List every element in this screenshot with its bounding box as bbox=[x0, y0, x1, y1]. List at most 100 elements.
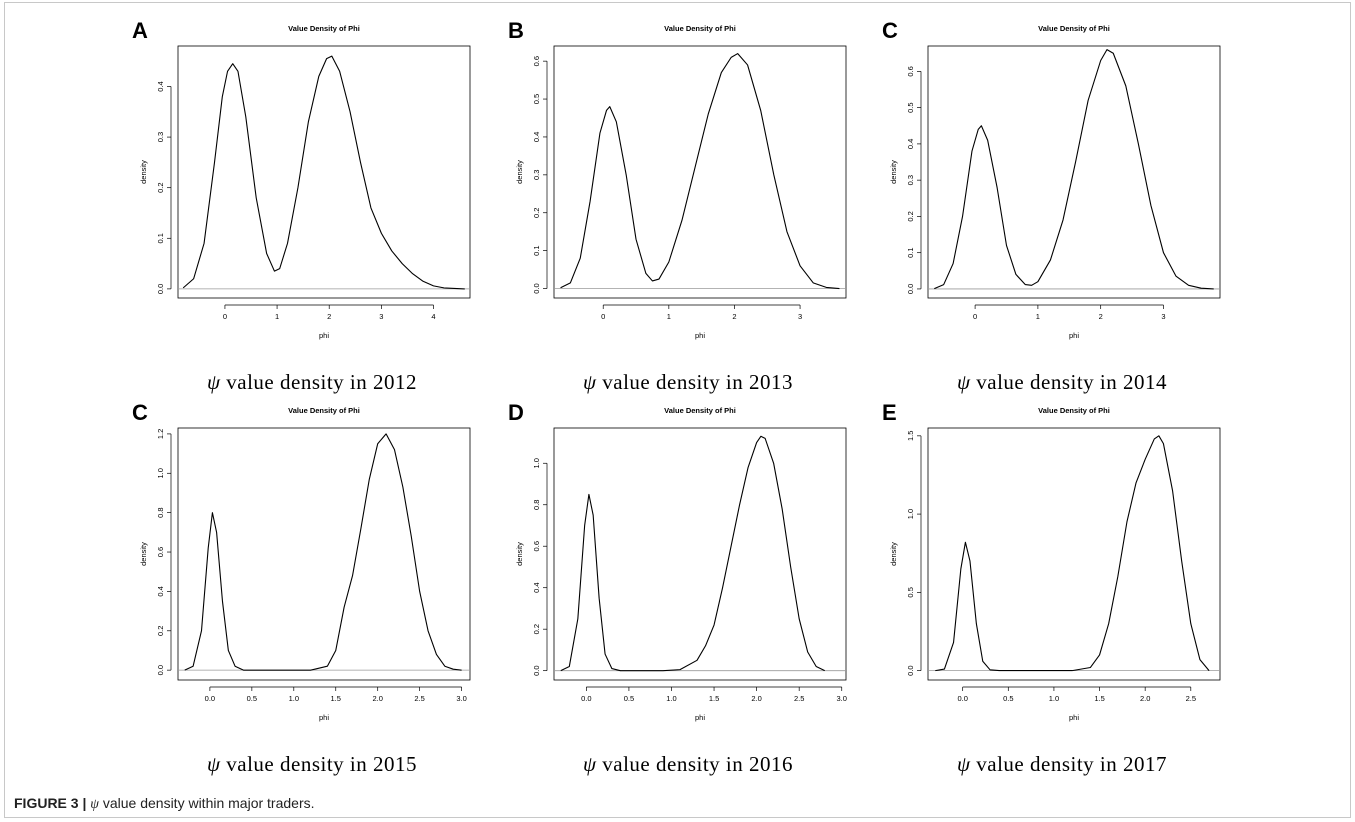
chart-panel-1: A Value Density of Phi 0 1 2 3 4 0.0 0.1 0.2 0.3 0.… bbox=[132, 18, 492, 394]
x-axis-label: phi bbox=[319, 331, 329, 340]
x-axis-label: phi bbox=[1069, 713, 1079, 722]
x-tick-label: 0.5 bbox=[247, 694, 257, 703]
chart-panel-2: B Value Density of Phi 0 1 2 3 0.0 0.1 0.2 0.3 0.4… bbox=[508, 18, 868, 394]
panel-caption-symbol: ψ bbox=[582, 752, 597, 776]
panel-caption: ψ value density in 2017 bbox=[882, 752, 1242, 777]
y-tick-label: 0.3 bbox=[532, 170, 541, 180]
panel-letter: D bbox=[508, 400, 524, 425]
plot-box bbox=[927, 45, 1221, 299]
density-plot: Value Density of Phi 0.0 0.5 1.0 1.5 2.0 2.5 0.… bbox=[889, 406, 1221, 722]
x-axis-label: phi bbox=[1069, 331, 1079, 340]
y-tick-label: 0.6 bbox=[532, 541, 541, 551]
x-axis-label: phi bbox=[695, 713, 705, 722]
y-tick-label: 0.6 bbox=[532, 56, 541, 66]
plot-box bbox=[553, 45, 847, 299]
panel-caption-symbol: ψ bbox=[956, 370, 971, 394]
figure-caption-text: value density within major traders. bbox=[102, 795, 315, 811]
panel-letter: B bbox=[508, 18, 524, 43]
y-tick-label: 0.4 bbox=[532, 132, 541, 142]
x-tick-label: 0 bbox=[973, 312, 977, 321]
plot-title: Value Density of Phi bbox=[1038, 24, 1110, 33]
plot-box bbox=[553, 427, 847, 681]
chart-panel-6: E Value Density of Phi 0.0 0.5 1.0 1.5 2.0 2.5 0… bbox=[882, 400, 1242, 776]
panel-caption-text: value density in 2016 bbox=[602, 752, 794, 776]
y-tick-label: 0.2 bbox=[906, 211, 915, 221]
panel-caption-text: value density in 2017 bbox=[976, 752, 1168, 776]
x-tick-label: 0.5 bbox=[624, 694, 634, 703]
panel-caption: ψ value density in 2013 bbox=[508, 370, 868, 395]
density-plot: Value Density of Phi 0.0 0.5 1.0 1.5 2.0 2.5 3.… bbox=[515, 406, 847, 722]
y-tick-label: 0.3 bbox=[906, 175, 915, 185]
x-tick-label: 2.0 bbox=[1140, 694, 1150, 703]
x-tick-label: 2.5 bbox=[1186, 694, 1196, 703]
x-tick-label: 2.5 bbox=[794, 694, 804, 703]
x-tick-label: 3.0 bbox=[837, 694, 847, 703]
y-tick-label: 0.0 bbox=[906, 665, 915, 675]
x-tick-label: 1 bbox=[1036, 312, 1040, 321]
y-tick-label: 0.0 bbox=[906, 284, 915, 294]
y-tick-label: 0.8 bbox=[532, 500, 541, 510]
panel-caption: ψ value density in 2015 bbox=[132, 752, 492, 777]
plot-title: Value Density of Phi bbox=[1038, 406, 1110, 415]
x-tick-label: 1.5 bbox=[331, 694, 341, 703]
chart-panel-3: C Value Density of Phi 0 1 2 3 0.0 0.1 0.2 0.3 0.4… bbox=[882, 18, 1242, 394]
plot-box bbox=[177, 427, 471, 681]
x-tick-label: 3 bbox=[798, 312, 802, 321]
y-tick-label: 1.0 bbox=[906, 509, 915, 519]
x-tick-label: 1.0 bbox=[289, 694, 299, 703]
y-axis-label: density bbox=[515, 542, 524, 566]
panel-caption: ψ value density in 2016 bbox=[508, 752, 868, 777]
x-tick-label: 3 bbox=[1161, 312, 1165, 321]
y-tick-label: 0.2 bbox=[532, 624, 541, 634]
y-tick-label: 1.0 bbox=[532, 458, 541, 468]
panel-caption-text: value density in 2015 bbox=[226, 752, 418, 776]
y-tick-label: 0.8 bbox=[156, 507, 165, 517]
y-axis-label: density bbox=[139, 542, 148, 566]
plot-title: Value Density of Phi bbox=[664, 406, 736, 415]
y-tick-label: 0.1 bbox=[906, 247, 915, 257]
x-tick-label: 2 bbox=[1099, 312, 1103, 321]
y-tick-label: 0.4 bbox=[906, 139, 915, 149]
x-tick-label: 2.0 bbox=[751, 694, 761, 703]
y-tick-label: 0.2 bbox=[156, 182, 165, 192]
y-tick-label: 0.0 bbox=[156, 665, 165, 675]
density-plot: Value Density of Phi 0 1 2 3 0.0 0.1 0.2 0.3 0.4 0… bbox=[515, 24, 847, 340]
density-plot: Value Density of Phi 0 1 2 3 4 0.0 0.1 0.2 0.3 0.4… bbox=[139, 24, 471, 340]
density-curve bbox=[934, 49, 1214, 290]
y-tick-label: 0.5 bbox=[532, 94, 541, 104]
x-tick-label: 1.0 bbox=[666, 694, 676, 703]
y-axis-label: density bbox=[139, 160, 148, 184]
x-tick-label: 1.0 bbox=[1049, 694, 1059, 703]
figure-caption-symbol: ψ bbox=[90, 797, 99, 812]
x-tick-label: 0.0 bbox=[581, 694, 591, 703]
y-tick-label: 0.5 bbox=[906, 102, 915, 112]
x-tick-label: 0 bbox=[601, 312, 605, 321]
panel-caption-symbol: ψ bbox=[206, 752, 221, 776]
y-tick-label: 0.6 bbox=[906, 66, 915, 76]
x-tick-label: 3 bbox=[379, 312, 383, 321]
density-curve bbox=[935, 435, 1210, 672]
panel-caption-symbol: ψ bbox=[206, 370, 221, 394]
y-axis-label: density bbox=[889, 160, 898, 184]
panel-letter: E bbox=[882, 400, 897, 425]
y-axis-label: density bbox=[515, 160, 524, 184]
figure-frame bbox=[4, 2, 1351, 818]
x-axis-label: phi bbox=[319, 713, 329, 722]
y-tick-label: 0.2 bbox=[156, 626, 165, 636]
chart-panel-5: D Value Density of Phi 0.0 0.5 1.0 1.5 2.0 2.5 3… bbox=[508, 400, 868, 776]
panel-caption: ψ value density in 2014 bbox=[882, 370, 1242, 395]
panel-letter: A bbox=[132, 18, 148, 43]
x-tick-label: 0 bbox=[223, 312, 227, 321]
density-curve bbox=[560, 53, 840, 290]
x-tick-label: 0.0 bbox=[957, 694, 967, 703]
figure-caption-label: FIGURE 3 | bbox=[14, 795, 87, 811]
x-tick-label: 2.5 bbox=[414, 694, 424, 703]
plot-title: Value Density of Phi bbox=[288, 24, 360, 33]
x-tick-label: 2 bbox=[327, 312, 331, 321]
x-tick-label: 1 bbox=[667, 312, 671, 321]
density-plot: Value Density of Phi 0 1 2 3 0.0 0.1 0.2 0.3 0.4 0… bbox=[889, 24, 1221, 340]
x-tick-label: 0.0 bbox=[205, 694, 215, 703]
density-curve bbox=[560, 435, 825, 672]
y-tick-label: 0.4 bbox=[156, 81, 165, 91]
y-tick-label: 0.1 bbox=[156, 233, 165, 243]
